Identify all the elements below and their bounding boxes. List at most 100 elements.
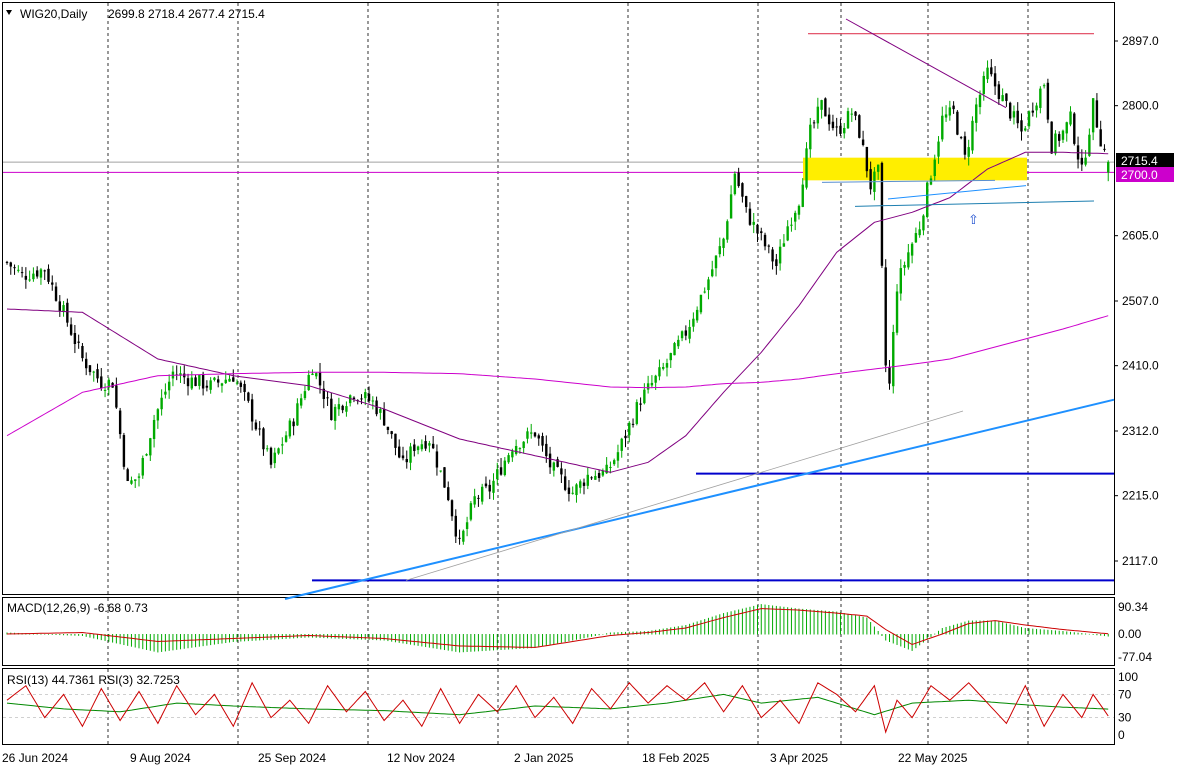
price-candle — [907, 243, 910, 270]
symbol-label: WIG20,Daily — [20, 7, 87, 21]
price-candle — [997, 81, 1001, 105]
candle-body — [39, 269, 43, 278]
macd-axis-label: 0.00 — [1118, 627, 1142, 641]
price-candle — [786, 220, 789, 242]
price-candle — [488, 479, 491, 500]
candle-body — [763, 234, 767, 247]
candle-body — [77, 341, 80, 343]
candle-body — [62, 305, 65, 313]
candle-body — [556, 459, 559, 467]
candle-body — [993, 73, 997, 87]
price-candle — [628, 421, 631, 443]
candle-body — [431, 443, 435, 449]
price-axis-label: 2117.0 — [1122, 554, 1158, 568]
rising-trendline[interactable] — [284, 398, 1115, 600]
up-arrow-icon: ⇧ — [968, 212, 979, 227]
candle-body — [496, 469, 499, 480]
price-candle — [899, 259, 903, 301]
candle-body — [390, 431, 393, 435]
price-candle — [364, 388, 367, 406]
candle-body — [213, 377, 216, 380]
candle-body — [861, 139, 865, 145]
candle-body — [854, 111, 857, 116]
candle-body — [997, 84, 1001, 99]
candle-body — [865, 146, 869, 172]
price-candle — [77, 334, 80, 349]
candle-body — [367, 393, 371, 401]
price-candle — [1050, 121, 1053, 154]
price-candle — [914, 227, 918, 243]
wedge-lower-line[interactable] — [887, 185, 1027, 200]
candle-body — [492, 480, 495, 493]
price-candle — [443, 467, 446, 488]
candle-body — [790, 224, 793, 226]
candle-body — [145, 454, 148, 456]
candle-body — [420, 444, 424, 450]
price-candle — [646, 375, 650, 394]
candle-body — [232, 377, 235, 382]
candle-body — [1001, 95, 1004, 102]
price-candle — [1073, 112, 1076, 146]
candle-body — [424, 441, 427, 449]
candle-body — [281, 444, 284, 446]
candle-body — [537, 435, 540, 439]
price-candle — [273, 447, 276, 469]
candle-body — [160, 397, 163, 410]
date-axis-label: 3 Apr 2025 — [770, 751, 828, 765]
candle-body — [631, 423, 635, 425]
candle-body — [933, 159, 936, 177]
candle-body — [345, 406, 348, 412]
candle-body — [760, 231, 763, 234]
price-candle — [465, 516, 469, 537]
candle-body — [216, 379, 220, 383]
price-candle — [122, 432, 126, 470]
candle-body — [899, 268, 903, 294]
price-candle — [201, 371, 205, 396]
price-candle — [620, 437, 623, 458]
candle-body — [959, 137, 963, 139]
candle-body — [239, 382, 243, 387]
candle-body — [876, 164, 880, 172]
price-candle — [695, 306, 699, 323]
price-candle — [680, 330, 684, 342]
candle-body — [198, 374, 201, 386]
price-axis-label: 2897.0 — [1122, 34, 1159, 48]
candle-body — [756, 224, 759, 234]
price-candle — [1058, 131, 1061, 147]
price-candle — [266, 445, 269, 452]
candle-body — [944, 114, 948, 118]
support-zone-rect[interactable] — [803, 157, 1027, 181]
rsi-axis-label: 0 — [1118, 728, 1125, 742]
support-line-recent[interactable] — [854, 200, 1095, 207]
price-candle — [933, 154, 936, 181]
price-candle — [858, 114, 861, 139]
candle-body — [688, 326, 691, 339]
price-candle — [118, 407, 122, 439]
candle-body — [797, 205, 801, 215]
candle-body — [254, 422, 258, 430]
price-candle — [386, 426, 390, 435]
candle-body — [662, 367, 665, 369]
candle-body — [1088, 134, 1091, 156]
grey-trendline[interactable] — [405, 410, 964, 581]
price-candle — [726, 219, 729, 243]
candle-body — [469, 503, 473, 520]
price-candle — [9, 261, 12, 275]
price-candle — [876, 164, 880, 180]
candle-body — [28, 279, 31, 281]
price-candle — [948, 100, 952, 121]
price-candle — [707, 276, 710, 300]
candle-body — [382, 409, 386, 426]
candle-body — [43, 270, 46, 272]
candle-body — [194, 377, 197, 387]
candle-body — [1095, 100, 1099, 128]
candle-body — [24, 275, 28, 280]
price-candle — [952, 101, 955, 114]
macd-panel-frame — [2, 597, 1115, 666]
candle-body — [643, 389, 646, 404]
descending-trendline[interactable] — [845, 18, 1007, 109]
price-candle — [541, 432, 544, 452]
zone-base-line[interactable] — [821, 179, 996, 183]
collapse-triangle-icon[interactable] — [6, 10, 12, 15]
